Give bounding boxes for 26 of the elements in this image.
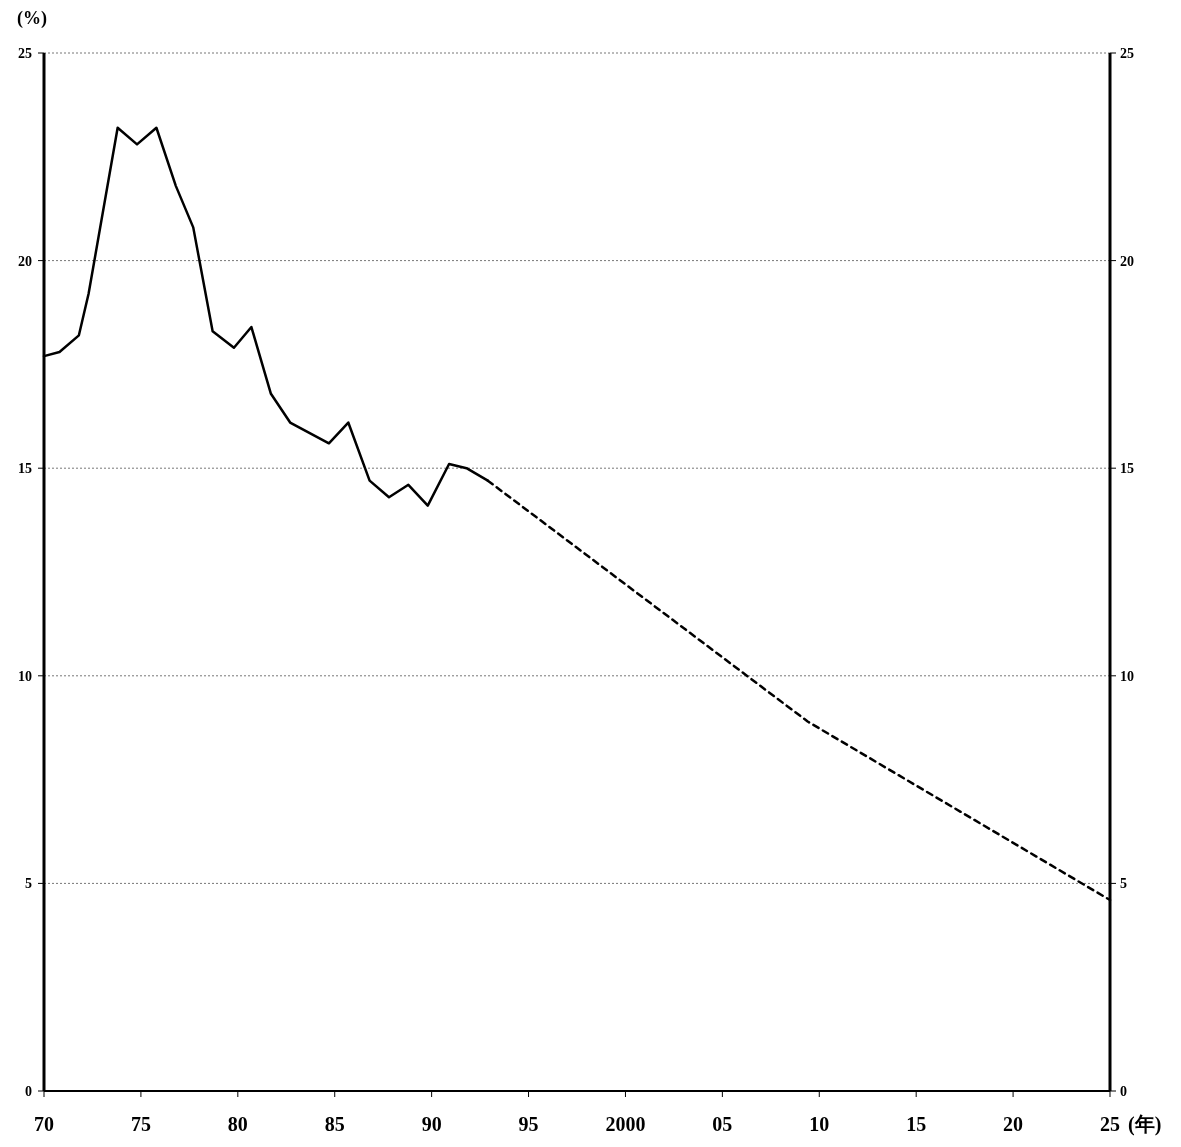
y-tick-label: 10 xyxy=(18,668,32,684)
x-tick-label: 70 xyxy=(34,1113,54,1135)
y-tick-label: 0 xyxy=(25,1084,32,1099)
x-tick-label: 05 xyxy=(712,1113,733,1135)
y-tick-label: 15 xyxy=(18,461,32,477)
y2-tick-label: 25 xyxy=(1120,46,1134,61)
y2-tick-label: 10 xyxy=(1120,668,1134,684)
x-tick-label: 2000 xyxy=(605,1113,646,1135)
y2-tick-label: 15 xyxy=(1120,461,1134,477)
y-tick-label: 5 xyxy=(25,876,32,892)
y2-tick-label: 20 xyxy=(1120,253,1134,269)
x-tick-label: 25 xyxy=(1100,1113,1120,1135)
x-tick-label: 80 xyxy=(227,1113,248,1135)
x-tick-label: 10 xyxy=(809,1113,830,1135)
y-axis-title: (%) xyxy=(17,8,47,29)
x-tick-label: 85 xyxy=(324,1113,345,1135)
x-axis-title: (年) xyxy=(1128,1113,1162,1136)
y-tick-label: 25 xyxy=(18,46,32,61)
y2-tick-label: 0 xyxy=(1120,1084,1127,1099)
y2-tick-label: 5 xyxy=(1120,876,1127,892)
x-tick-label: 75 xyxy=(130,1113,151,1135)
x-tick-label: 90 xyxy=(421,1113,442,1135)
x-tick-label: 95 xyxy=(518,1113,539,1135)
x-tick-label: 20 xyxy=(1003,1113,1024,1135)
x-tick-label: 15 xyxy=(906,1113,927,1135)
y-tick-label: 20 xyxy=(18,253,32,269)
